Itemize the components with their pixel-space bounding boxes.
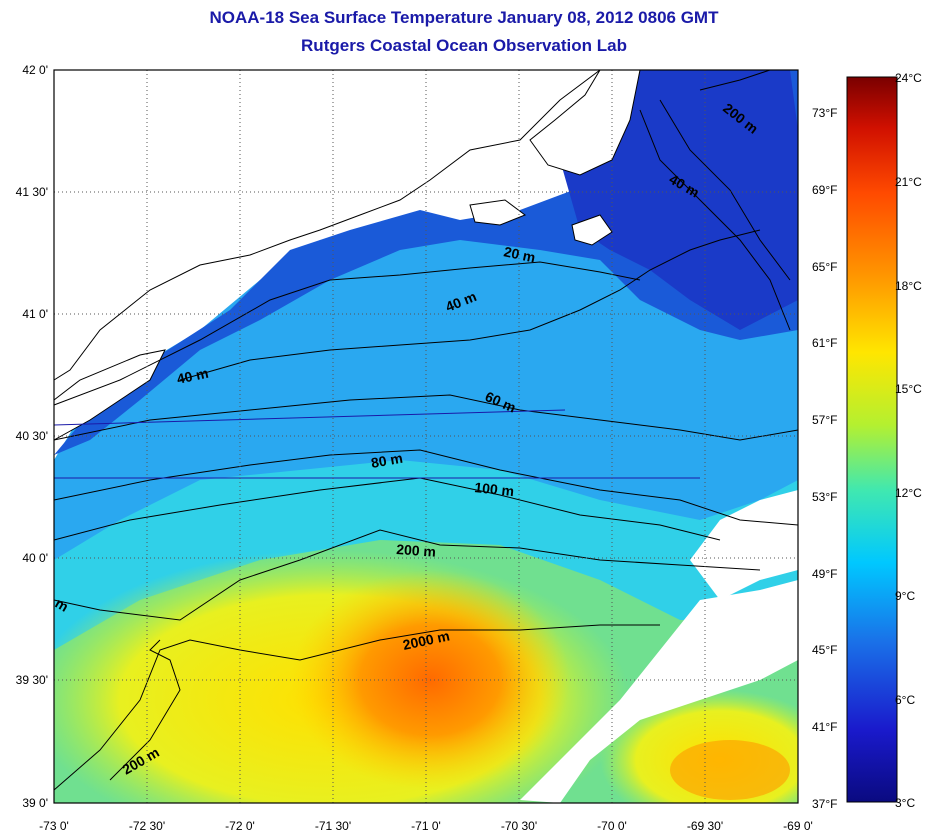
bathymetry-contours xyxy=(53,69,799,791)
graticule xyxy=(54,70,798,803)
contour-label-40m-west: 40 m xyxy=(175,365,210,387)
lon-tick: -69 0' xyxy=(783,819,813,833)
celsius-tick: 6°C xyxy=(895,693,915,707)
celsius-tick: 3°C xyxy=(895,796,915,810)
celsius-tick: 12°C xyxy=(895,486,922,500)
temperature-colorbar xyxy=(846,76,898,803)
fahrenheit-tick: 49°F xyxy=(812,567,837,581)
lon-tick: -72 30' xyxy=(129,819,165,833)
contour-label-200m-center: 200 m xyxy=(396,541,437,560)
lon-tick: -73 0' xyxy=(39,819,69,833)
lat-tick: 39 30' xyxy=(16,673,48,687)
landmass xyxy=(53,69,641,441)
fahrenheit-axis: 73°F 69°F 65°F 61°F 57°F 53°F 49°F 45°F … xyxy=(812,106,837,811)
fahrenheit-tick: 61°F xyxy=(812,336,837,350)
fahrenheit-tick: 41°F xyxy=(812,720,837,734)
fahrenheit-tick: 73°F xyxy=(812,106,837,120)
celsius-axis: 24°C 21°C 18°C 15°C 12°C 9°C 6°C 3°C xyxy=(895,71,922,810)
celsius-tick: 21°C xyxy=(895,175,922,189)
lat-tick: 41 0' xyxy=(22,307,48,321)
map-title: NOAA-18 Sea Surface Temperature January … xyxy=(209,8,719,27)
lon-tick: -72 0' xyxy=(225,819,255,833)
contour-label-20m: 20 m xyxy=(502,243,537,265)
fahrenheit-tick: 57°F xyxy=(812,413,837,427)
longitude-axis: -73 0' -72 30' -72 0' -71 30' -71 0' -70… xyxy=(39,819,813,833)
sst-field xyxy=(54,70,798,803)
transect-lines xyxy=(53,409,700,479)
lat-tick: 40 30' xyxy=(16,429,48,443)
lat-tick: 41 30' xyxy=(16,185,48,199)
lat-tick: 39 0' xyxy=(22,796,48,810)
celsius-tick: 18°C xyxy=(895,279,922,293)
celsius-tick: 9°C xyxy=(895,589,915,603)
fahrenheit-tick: 65°F xyxy=(812,260,837,274)
lat-tick: 40 0' xyxy=(22,551,48,565)
fahrenheit-tick: 37°F xyxy=(812,797,837,811)
fahrenheit-tick: 45°F xyxy=(812,643,837,657)
fahrenheit-tick: 53°F xyxy=(812,490,837,504)
lon-tick: -70 0' xyxy=(597,819,627,833)
celsius-tick: 15°C xyxy=(895,382,922,396)
latitude-axis: 42 0' 41 30' 41 0' 40 30' 40 0' 39 30' 3… xyxy=(16,63,48,810)
lon-tick: -71 30' xyxy=(315,819,351,833)
contour-label-80m: 80 m xyxy=(370,450,404,471)
map-subtitle: Rutgers Coastal Ocean Observation Lab xyxy=(301,36,627,55)
plot-frame xyxy=(53,69,799,804)
celsius-tick: 24°C xyxy=(895,71,922,85)
contour-label-100m: 100 m xyxy=(474,479,515,499)
fahrenheit-tick: 69°F xyxy=(812,183,837,197)
lon-tick: -71 0' xyxy=(411,819,441,833)
lon-tick: -70 30' xyxy=(501,819,537,833)
lon-tick: -69 30' xyxy=(687,819,723,833)
lat-tick: 42 0' xyxy=(22,63,48,77)
